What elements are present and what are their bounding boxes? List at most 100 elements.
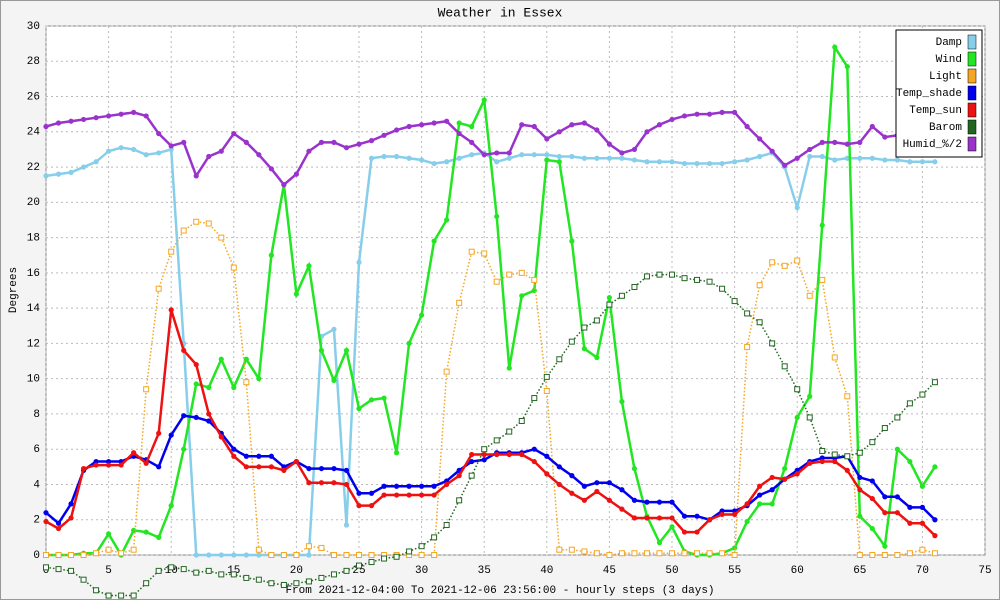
data-point (932, 464, 938, 470)
data-point (80, 164, 87, 170)
data-point (731, 298, 738, 305)
data-point (256, 552, 262, 558)
data-point (581, 548, 588, 555)
data-point (794, 155, 800, 161)
data-point (481, 250, 488, 257)
legend-swatch (967, 119, 977, 135)
data-point (656, 550, 663, 557)
data-point (156, 464, 162, 470)
data-point (619, 155, 625, 161)
data-point (794, 414, 800, 421)
data-point (293, 458, 299, 465)
data-point (130, 592, 137, 599)
data-point (832, 139, 838, 145)
data-point (243, 379, 250, 386)
data-point (193, 381, 199, 387)
legend-swatch (967, 102, 977, 118)
data-point (606, 155, 613, 161)
data-point (906, 400, 913, 407)
data-point (744, 157, 750, 163)
data-point (356, 562, 362, 569)
data-point (819, 222, 825, 228)
data-point (419, 157, 425, 163)
x-tick-label: 20 (290, 565, 303, 577)
data-point (68, 567, 75, 574)
data-point (669, 271, 675, 278)
data-point (55, 552, 62, 558)
data-point (806, 292, 813, 299)
data-point (506, 428, 513, 435)
data-point (393, 450, 400, 456)
data-point (719, 285, 726, 292)
data-point (331, 139, 337, 145)
data-point (744, 501, 750, 507)
data-point (80, 576, 87, 583)
data-point (894, 446, 900, 452)
data-point (206, 153, 212, 160)
data-point (531, 458, 537, 465)
data-point (781, 262, 788, 269)
legend-swatch (967, 34, 977, 50)
data-point (719, 511, 725, 518)
data-point (406, 155, 412, 161)
data-point (807, 153, 813, 160)
data-point (293, 580, 300, 587)
data-point (393, 483, 400, 489)
legend: Damp Wind Light Temp_shade Temp_sun Barom Humi… (895, 29, 983, 158)
data-point (431, 120, 437, 126)
data-point (857, 139, 863, 145)
data-point (769, 474, 775, 481)
data-point (281, 182, 287, 188)
data-point (869, 525, 875, 532)
data-point (694, 550, 701, 557)
data-point (256, 152, 262, 158)
data-point (469, 123, 475, 130)
data-point (418, 543, 425, 550)
x-tick-label: 70 (916, 565, 929, 577)
y-tick-label: 10 (27, 374, 40, 386)
data-point (531, 123, 537, 130)
data-point (105, 546, 112, 553)
legend-label: Wind (936, 54, 962, 66)
data-point (856, 552, 863, 558)
data-point (93, 587, 100, 594)
data-point (694, 529, 700, 535)
chart-title: Weather in Essex (438, 5, 563, 20)
data-point (93, 550, 100, 557)
data-point (757, 483, 763, 489)
data-point (769, 487, 775, 493)
data-point (180, 566, 187, 573)
data-point (469, 139, 475, 145)
data-point (218, 552, 224, 558)
plot-area (45, 25, 986, 556)
x-tick-label: 75 (978, 565, 991, 577)
data-point (593, 317, 600, 324)
data-point (268, 166, 274, 172)
data-point (306, 148, 312, 154)
data-point (769, 148, 775, 154)
data-point (106, 462, 112, 468)
data-point (706, 160, 713, 167)
data-point (506, 365, 512, 371)
data-point (869, 552, 876, 558)
data-point (581, 324, 588, 331)
y-tick-label: 16 (27, 268, 40, 280)
data-point (469, 458, 475, 465)
data-point (106, 148, 112, 154)
data-point (481, 152, 487, 158)
data-point (756, 319, 763, 326)
data-point (882, 134, 888, 140)
data-point (93, 462, 99, 468)
data-point (519, 122, 525, 128)
data-point (443, 522, 450, 529)
data-point (857, 155, 863, 161)
data-point (882, 543, 888, 549)
y-tick-label: 30 (27, 21, 40, 33)
x-axis-label: From 2021-12-04:00 To 2021-12-06 23:56:0… (285, 585, 714, 597)
data-point (844, 467, 850, 473)
data-point (481, 457, 487, 463)
data-point (794, 257, 801, 264)
data-point (293, 552, 300, 558)
data-point (631, 465, 638, 472)
data-point (143, 386, 150, 393)
